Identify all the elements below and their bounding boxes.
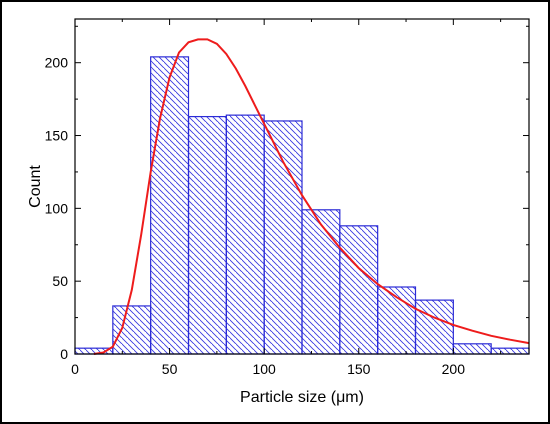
x-tick-label: 50 <box>162 361 178 377</box>
histogram-bar-10 <box>414 299 454 355</box>
y-tick-label: 150 <box>45 128 69 144</box>
histogram-bar-11 <box>452 343 492 355</box>
y-axis-label: Count <box>27 165 44 208</box>
y-tick-label: 100 <box>45 200 69 216</box>
x-tick-label: 200 <box>442 361 466 377</box>
y-tick-label: 0 <box>60 346 68 362</box>
x-axis-label: Particle size (μm) <box>240 389 364 406</box>
histogram-bar-2 <box>112 305 152 355</box>
bars-layer <box>74 56 530 355</box>
x-tick-label: 100 <box>252 361 276 377</box>
y-tick-label: 50 <box>52 273 68 289</box>
histogram-bar-3 <box>150 56 190 355</box>
histogram-bar-4 <box>187 115 227 355</box>
x-tick-label: 0 <box>71 361 79 377</box>
histogram-bar-12 <box>490 347 530 355</box>
x-tick-label: 150 <box>347 361 371 377</box>
plot-area-border <box>74 18 530 355</box>
histogram-bar-6 <box>263 120 303 355</box>
fit-curve-layer <box>93 38 530 355</box>
histogram-bar-7 <box>301 209 341 355</box>
histogram-bar-8 <box>339 225 379 355</box>
y-tick-label: 200 <box>45 55 69 71</box>
fit-curve <box>93 38 530 355</box>
histogram-bar-5 <box>225 114 265 355</box>
axes-layer: 0 50 100 150 200 0 50 100 150 200 <box>45 18 530 377</box>
